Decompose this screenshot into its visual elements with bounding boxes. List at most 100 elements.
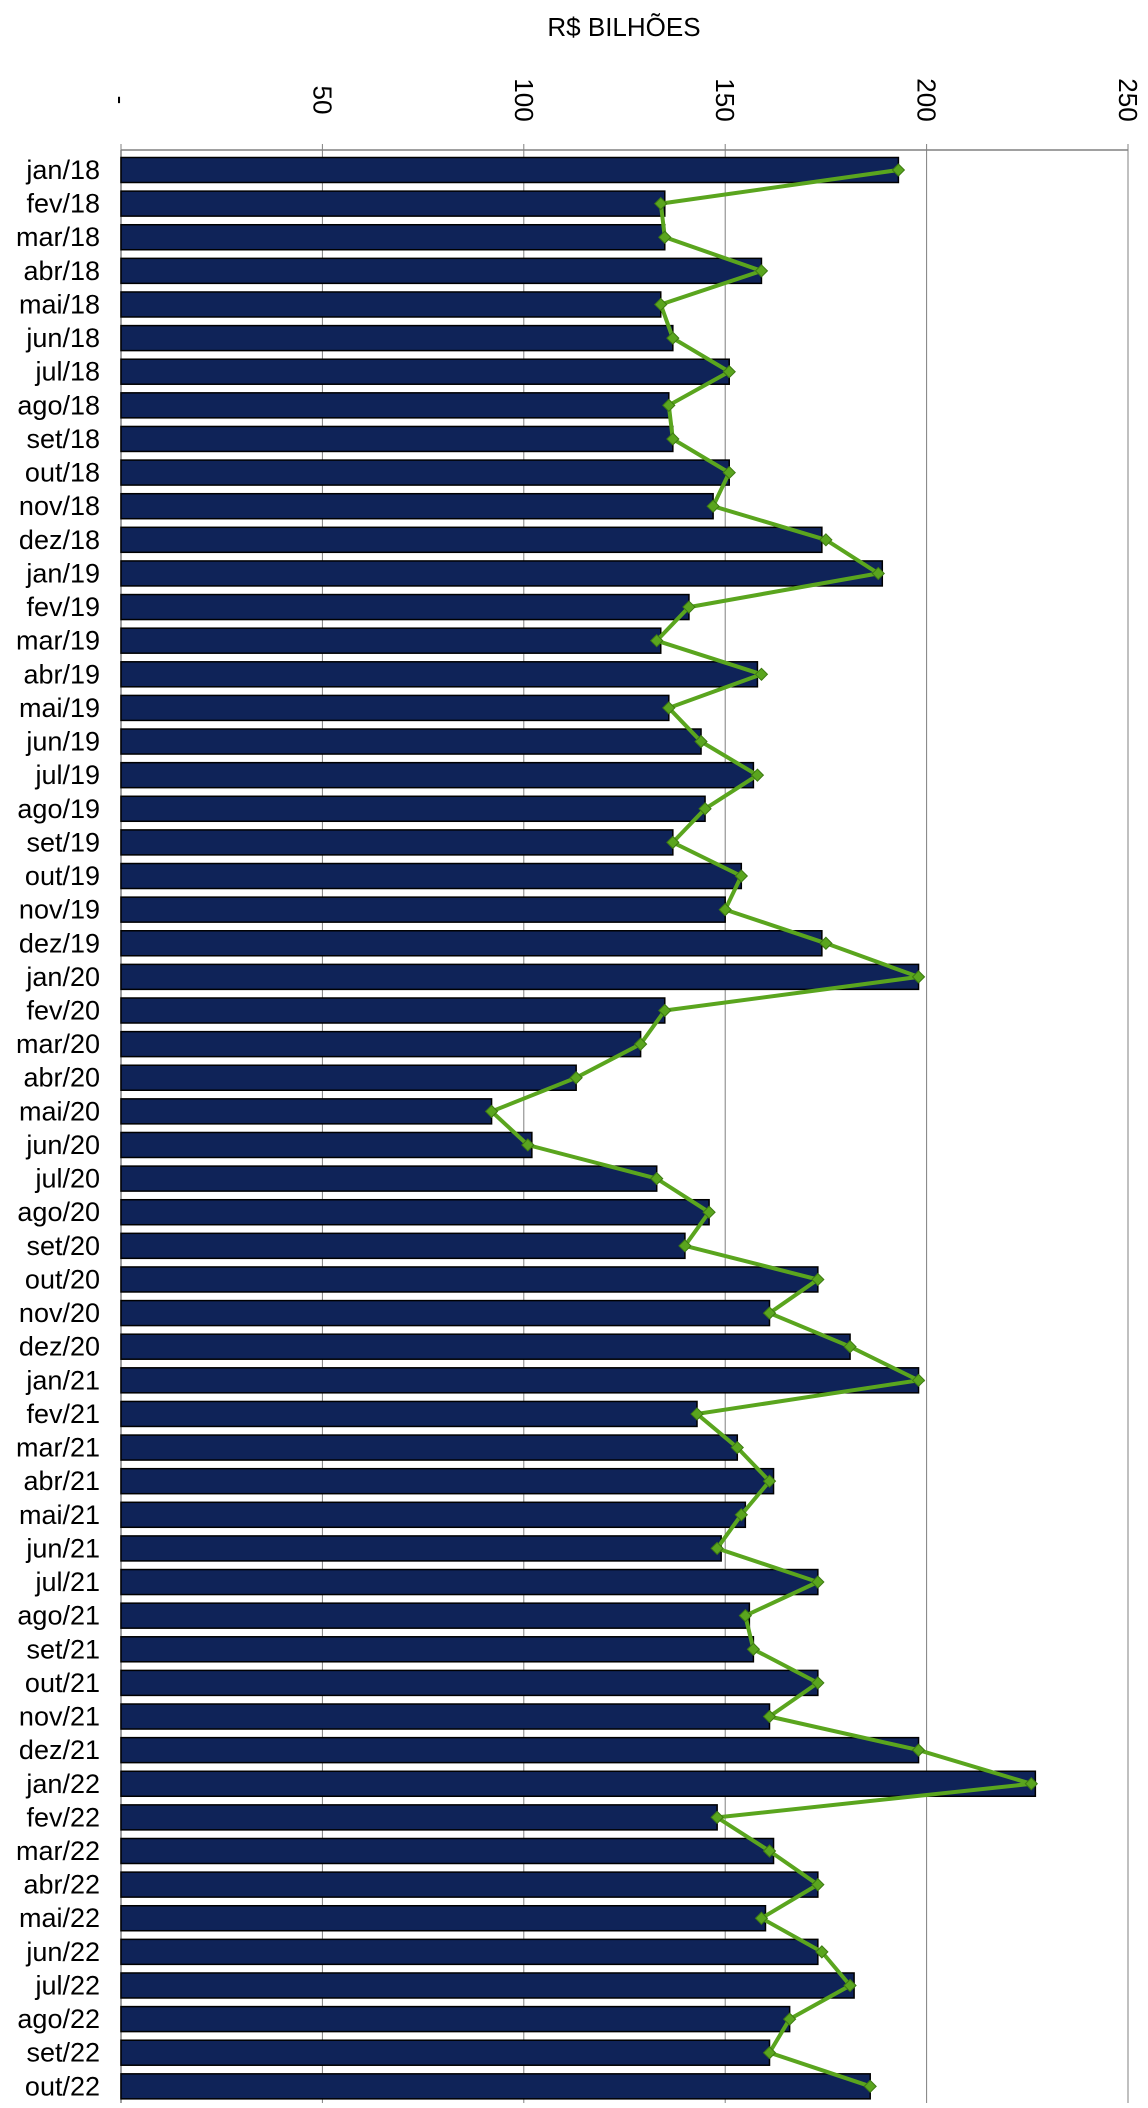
line-point-jun/18: [666, 331, 680, 345]
bar-fev/22: [120, 1804, 718, 1831]
bar-out/20: [120, 1266, 819, 1293]
x-tick-label: 200: [912, 78, 942, 121]
y-tick-label: set/22: [26, 2038, 100, 2068]
y-tick-label: ago/21: [17, 1601, 100, 1631]
y-tick-label: jun/21: [25, 1533, 100, 1563]
bar-jul/22: [120, 1972, 855, 1999]
line-point-mar/19: [650, 633, 664, 648]
y-tick-label: out/19: [25, 861, 100, 891]
y-tick-label: abr/18: [23, 256, 100, 286]
y-tick-label: dez/19: [19, 928, 100, 958]
bar-nov/21: [120, 1703, 771, 1730]
bar-abr/19: [120, 661, 759, 688]
line-point-jul/20: [650, 1171, 664, 1186]
line-point-mai/18: [654, 297, 668, 312]
line-point-abr/18: [754, 264, 769, 278]
line-point-mai/21: [734, 1508, 749, 1522]
bar-mar/22: [120, 1837, 775, 1865]
line-point-nov/20: [762, 1306, 777, 1320]
y-tick-label: dez/20: [19, 1332, 100, 1362]
line-point-fev/19: [682, 600, 696, 614]
y-tick-label: mai/20: [19, 1096, 100, 1126]
line-point-jun/22: [815, 1945, 829, 1959]
line-point-dez/20: [843, 1339, 857, 1354]
x-tick-label: 150: [710, 78, 740, 121]
line-point-mar/21: [730, 1440, 744, 1455]
y-tick-label: jun/18: [25, 323, 100, 353]
line-point-jan/20: [911, 970, 926, 984]
y-tick-label: set/21: [26, 1634, 100, 1664]
bar-abr/18: [120, 257, 763, 285]
bar-set/19: [120, 829, 674, 856]
bar-mar/19: [120, 627, 662, 654]
y-tick-label: dez/18: [19, 525, 100, 555]
y-tick-label: set/18: [26, 424, 100, 454]
line-series: [487, 168, 1032, 2089]
y-tick-label: fev/20: [26, 996, 100, 1026]
line-point-dez/18: [819, 533, 833, 547]
bar-set/20: [120, 1232, 686, 1260]
bar-jun/19: [120, 728, 702, 755]
line-point-set/22: [762, 2046, 777, 2060]
y-tick-label: jan/21: [25, 1365, 100, 1395]
line-point-fev/18: [654, 196, 668, 211]
bar-mar/20: [120, 1030, 642, 1058]
y-tick-label: jul/18: [34, 357, 100, 387]
bar-dez/20: [120, 1333, 851, 1360]
y-tick-label: out/22: [25, 2071, 100, 2101]
bar-ago/20: [120, 1198, 710, 1226]
bar-dez/18: [120, 526, 823, 554]
y-tick-label: mai/22: [19, 1903, 100, 1933]
line-point-mar/22: [762, 1844, 777, 1858]
y-tick-label: jul/22: [34, 1970, 100, 2000]
bar-fev/21: [120, 1400, 698, 1428]
y-tick-label: jan/18: [25, 155, 100, 185]
bar-jun/20: [120, 1131, 533, 1159]
line-point-dez/19: [819, 936, 833, 950]
bar-mai/18: [120, 291, 662, 318]
line-point-abr/21: [762, 1474, 777, 1488]
line-point-jul/19: [750, 768, 765, 782]
line-point-jul/18: [722, 365, 736, 379]
line-point-jul/21: [811, 1575, 825, 1589]
line-point-dez/21: [911, 1743, 926, 1757]
line-point-out/21: [811, 1676, 825, 1690]
y-tick-label: abr/21: [23, 1466, 100, 1496]
line-point-mai/20: [484, 1104, 499, 1119]
line-point-jun/19: [694, 734, 708, 749]
bar-jul/21: [120, 1568, 819, 1596]
bar-jun/18: [120, 324, 674, 352]
bar-jun/22: [120, 1938, 819, 1966]
y-tick-label: nov/19: [19, 895, 100, 925]
line-point-fev/20: [658, 1003, 672, 1018]
bar-fev/19: [120, 593, 690, 621]
y-tick-label: jan/20: [25, 962, 100, 992]
bar-ago/18: [120, 392, 670, 419]
bar-out/18: [120, 459, 730, 486]
line-point-jan/21: [911, 1373, 926, 1388]
bar-ago/19: [120, 795, 706, 823]
bar-mai/19: [120, 694, 670, 722]
line-point-abr/22: [811, 1877, 825, 1892]
y-tick-label: set/20: [26, 1231, 100, 1261]
y-tick-label: dez/21: [19, 1735, 100, 1765]
line-point-jun/21: [710, 1541, 724, 1556]
bar-jan/22: [120, 1770, 1037, 1798]
y-tick-label: mai/18: [19, 289, 100, 319]
y-tick-label: abr/22: [23, 1870, 100, 1900]
bar-mai/21: [120, 1501, 747, 1529]
line-point-out/20: [811, 1272, 825, 1287]
y-tick-label: jan/22: [25, 1769, 100, 1799]
y-tick-label: ago/18: [17, 390, 100, 420]
line-point-mai/22: [754, 1911, 769, 1925]
y-tick-label: abr/20: [23, 1063, 100, 1093]
y-tick-label: mai/19: [19, 693, 100, 723]
line-point-out/19: [734, 869, 749, 883]
line-point-jan/19: [871, 566, 885, 581]
y-tick-label: jun/19: [25, 727, 100, 757]
line-point-set/21: [746, 1642, 761, 1656]
line-point-abr/20: [569, 1071, 583, 1085]
line-point-jul/22: [843, 1978, 857, 1993]
bar-nov/20: [120, 1299, 771, 1327]
